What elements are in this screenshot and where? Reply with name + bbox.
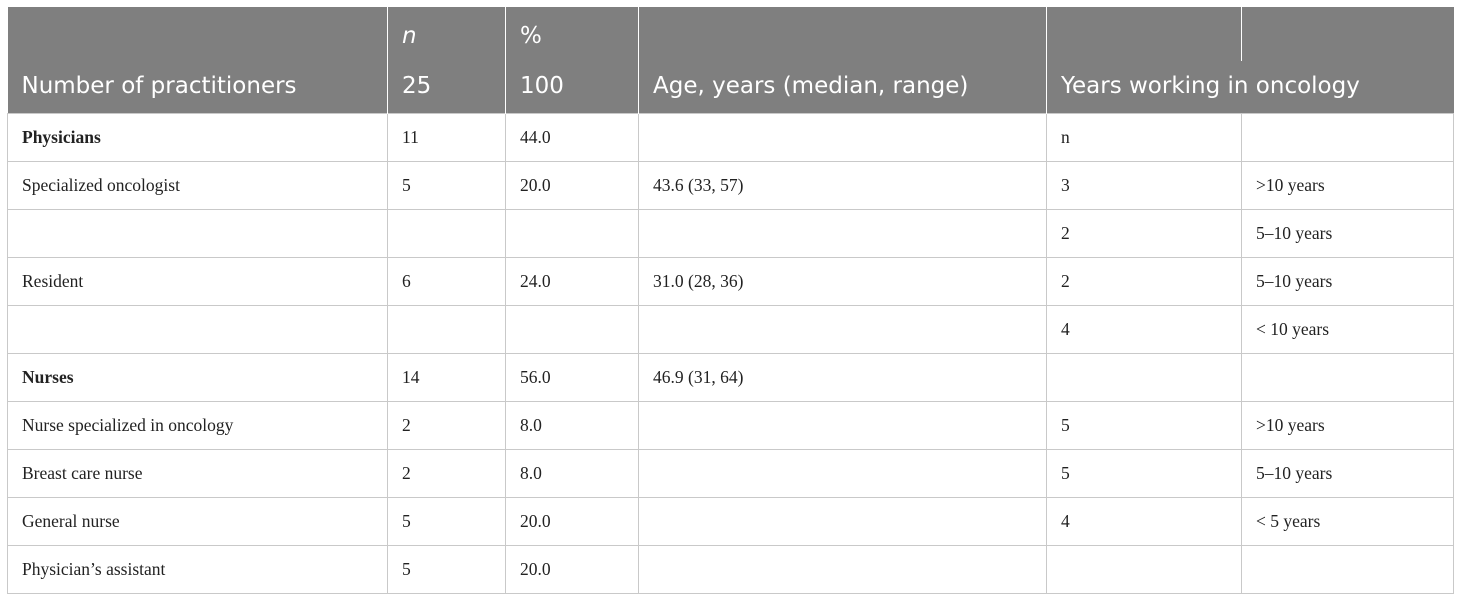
header-cell-n-symbol: n [387, 7, 506, 61]
cell-age [638, 401, 1047, 450]
cell-percent: 20.0 [505, 161, 639, 210]
cell-count: 11 [387, 113, 506, 162]
cell-count [387, 305, 506, 354]
cell-role: Physician’s assistant [7, 545, 388, 594]
cell-percent: 20.0 [505, 497, 639, 546]
header-row-symbols: n % [7, 7, 1454, 61]
cell-percent: 44.0 [505, 113, 639, 162]
table-row: Nurse specialized in oncology 2 8.0 5 >10 ye… [7, 401, 1454, 450]
cell-percent [505, 305, 639, 354]
cell-years-range [1241, 113, 1454, 162]
header-number-of-practitioners: Number of practitioners [7, 61, 388, 114]
header-cell-empty [1241, 7, 1454, 61]
cell-years-range: 5–10 years [1241, 449, 1454, 498]
cell-count: 2 [387, 449, 506, 498]
cell-years-n: 4 [1046, 305, 1242, 354]
cell-age [638, 305, 1047, 354]
cell-percent: 8.0 [505, 401, 639, 450]
cell-years-n: 3 [1046, 161, 1242, 210]
table-row: Nurses 14 56.0 46.9 (31, 64) [7, 353, 1454, 402]
header-age: Age, years (median, range) [638, 61, 1047, 114]
cell-age [638, 209, 1047, 258]
header-cell-empty [638, 7, 1047, 61]
cell-age: 46.9 (31, 64) [638, 353, 1047, 402]
table-row: Physician’s assistant 5 20.0 [7, 545, 1454, 594]
cell-years-range [1241, 545, 1454, 594]
cell-years-range: 5–10 years [1241, 257, 1454, 306]
cell-years-range: >10 years [1241, 401, 1454, 450]
cell-percent [505, 209, 639, 258]
cell-count: 5 [387, 545, 506, 594]
header-cell-empty [1046, 7, 1242, 61]
cell-years-n [1046, 353, 1242, 402]
practitioners-table-container: n % Number of practitioners 25 100 Age, … [7, 7, 1454, 594]
cell-count: 14 [387, 353, 506, 402]
cell-years-n: 4 [1046, 497, 1242, 546]
table-row: Specialized oncologist 5 20.0 43.6 (33, 57)… [7, 161, 1454, 210]
table-row: Physicians 11 44.0 n [7, 113, 1454, 162]
header-row-labels: Number of practitioners 25 100 Age, year… [7, 61, 1454, 114]
cell-count: 5 [387, 497, 506, 546]
table-row: Resident 6 24.0 31.0 (28, 36) 2 5–10 years [7, 257, 1454, 306]
cell-role: Breast care nurse [7, 449, 388, 498]
cell-count: 5 [387, 161, 506, 210]
cell-age [638, 113, 1047, 162]
cell-age [638, 497, 1047, 546]
practitioners-table: n % Number of practitioners 25 100 Age, … [7, 7, 1454, 594]
cell-age [638, 545, 1047, 594]
cell-years-range: < 5 years [1241, 497, 1454, 546]
cell-role: Physicians [7, 113, 388, 162]
cell-count [387, 209, 506, 258]
cell-years-n: 2 [1046, 257, 1242, 306]
table-row: 2 5–10 years [7, 209, 1454, 258]
cell-role: General nurse [7, 497, 388, 546]
cell-years-n: n [1046, 113, 1242, 162]
table-row: General nurse 5 20.0 4 < 5 years [7, 497, 1454, 546]
header-cell-empty [7, 7, 388, 61]
cell-years-n: 2 [1046, 209, 1242, 258]
cell-percent: 24.0 [505, 257, 639, 306]
cell-percent: 8.0 [505, 449, 639, 498]
cell-role: Nurse specialized in oncology [7, 401, 388, 450]
cell-years-n [1046, 545, 1242, 594]
cell-age: 31.0 (28, 36) [638, 257, 1047, 306]
table-body: Physicians 11 44.0 n Specialized oncologist 5… [7, 113, 1454, 594]
cell-count: 2 [387, 401, 506, 450]
cell-percent: 20.0 [505, 545, 639, 594]
cell-role: Specialized oncologist [7, 161, 388, 210]
cell-years-range: 5–10 years [1241, 209, 1454, 258]
cell-age [638, 449, 1047, 498]
cell-percent: 56.0 [505, 353, 639, 402]
header-cell-percent-symbol: % [505, 7, 639, 61]
header-years-oncology: Years working in oncology [1046, 61, 1454, 114]
cell-role [7, 305, 388, 354]
cell-count: 6 [387, 257, 506, 306]
cell-years-n: 5 [1046, 401, 1242, 450]
cell-years-n: 5 [1046, 449, 1242, 498]
cell-years-range: >10 years [1241, 161, 1454, 210]
table-row: 4 < 10 years [7, 305, 1454, 354]
cell-years-range [1241, 353, 1454, 402]
cell-role: Resident [7, 257, 388, 306]
cell-age: 43.6 (33, 57) [638, 161, 1047, 210]
table-header: n % Number of practitioners 25 100 Age, … [7, 7, 1454, 114]
table-row: Breast care nurse 2 8.0 5 5–10 years [7, 449, 1454, 498]
cell-role: Nurses [7, 353, 388, 402]
cell-years-range: < 10 years [1241, 305, 1454, 354]
header-total-percent: 100 [505, 61, 639, 114]
header-total-n: 25 [387, 61, 506, 114]
cell-role [7, 209, 388, 258]
